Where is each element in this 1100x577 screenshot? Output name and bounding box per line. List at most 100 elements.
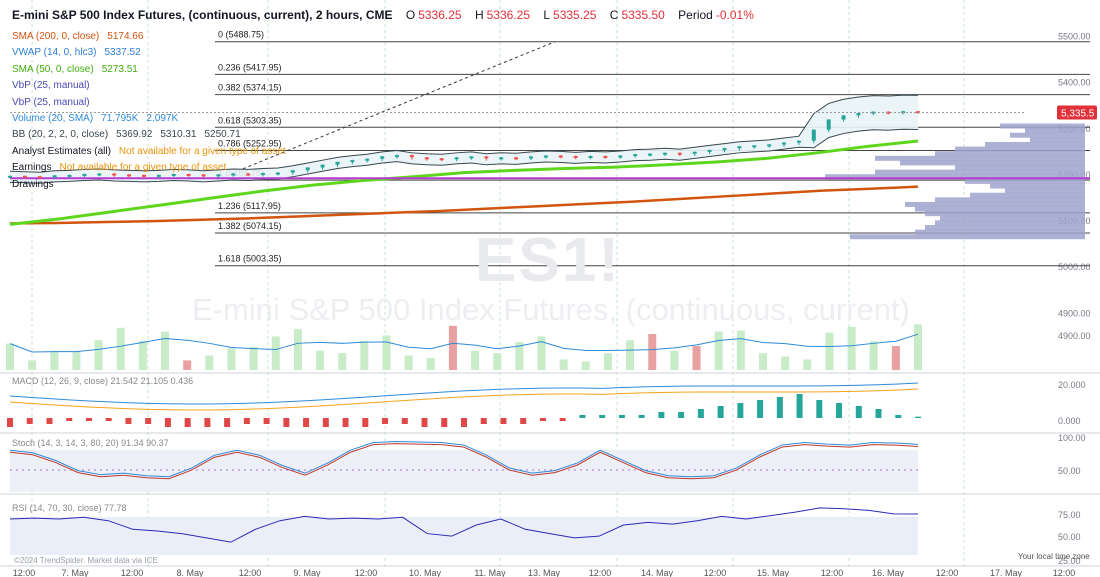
macd-histogram-bar bbox=[224, 418, 231, 427]
price-candle bbox=[365, 158, 370, 161]
x-tick-label: 12:00 bbox=[355, 568, 378, 577]
volume-by-price-bar bbox=[915, 206, 1085, 212]
indicator-legend-row[interactable]: SMA (200, 0, close) 5174.66 bbox=[12, 31, 147, 42]
indicator-value: Not available for a given type of asset bbox=[59, 162, 227, 174]
bollinger-upper-line bbox=[9, 94, 919, 173]
chart-title: E-mini S&P 500 Index Futures, (continuou… bbox=[12, 8, 393, 22]
bollinger-lower-line bbox=[9, 128, 919, 184]
indicator-legend-row[interactable]: Drawings bbox=[12, 179, 58, 190]
local-time-label[interactable]: Your local time zone bbox=[1018, 552, 1090, 561]
volume-bar bbox=[869, 341, 878, 370]
macd-histogram-bar bbox=[85, 418, 92, 421]
volume-bar bbox=[426, 358, 435, 370]
y-tick-label: 5000.00 bbox=[1058, 262, 1091, 272]
macd-histogram-bar bbox=[658, 412, 665, 418]
indicator-name: Volume (20, SMA) bbox=[12, 113, 94, 124]
x-tick-label: 12:00 bbox=[239, 568, 262, 577]
indicator-name: Analyst Estimates (all) bbox=[12, 145, 111, 157]
macd-histogram-bar bbox=[855, 406, 862, 418]
macd-histogram-bar bbox=[66, 418, 73, 421]
price-candle bbox=[395, 155, 400, 158]
indicator-legend-row[interactable]: SMA (50, 0, close) 5273.51 bbox=[12, 64, 142, 75]
stoch-pane-label: Stoch (14, 3, 14, 3, 80, 20) 91.34 90.37 bbox=[12, 438, 169, 448]
macd-histogram-bar bbox=[678, 412, 685, 418]
volume-by-price-bar bbox=[965, 178, 1085, 184]
macd-histogram-bar bbox=[737, 403, 744, 418]
macd-histogram-bar bbox=[7, 418, 13, 427]
volume-bar bbox=[50, 350, 59, 370]
x-tick-label: 12:00 bbox=[13, 568, 36, 577]
fib-level-label: 0.786 (5252.95) bbox=[218, 139, 282, 149]
macd-histogram-bar bbox=[125, 418, 132, 424]
indicator-name: BB (20, 2, 2, 0, close) bbox=[12, 129, 109, 141]
volume-by-price-bar bbox=[1005, 188, 1085, 194]
close-value: 5335.50 bbox=[621, 8, 665, 22]
price-candle bbox=[424, 157, 429, 160]
price-candle bbox=[380, 156, 385, 159]
indicator-legend-row[interactable]: VbP (25, manual) bbox=[12, 97, 94, 108]
trend-line bbox=[214, 41, 556, 181]
macd-pane-label: MACD (12, 26, 9, close) 21.542 21.105 0.… bbox=[12, 376, 193, 386]
price-candle bbox=[692, 151, 697, 154]
volume-bar bbox=[6, 343, 14, 370]
copyright-text: ©2024 TrendSpider. Market data via ICE bbox=[14, 556, 158, 565]
volume-by-price-bar bbox=[970, 192, 1085, 198]
rsi-line bbox=[9, 507, 919, 543]
volume-bar bbox=[448, 325, 457, 370]
indicator-legend-row[interactable]: Volume (20, SMA) 71.795K 2.097K bbox=[12, 113, 182, 124]
indicator-legend-row[interactable]: VWAP (14, 0, hlc3) 5337.52 bbox=[12, 47, 145, 58]
price-candle bbox=[201, 174, 206, 177]
price-candle bbox=[231, 173, 236, 176]
indicator-value: 5174.66 bbox=[107, 31, 144, 42]
price-candle bbox=[543, 155, 548, 158]
indicator-legend-row[interactable]: VbP (25, manual) bbox=[12, 80, 94, 91]
open-value: 5336.25 bbox=[418, 8, 462, 22]
volume-bar bbox=[581, 361, 590, 370]
macd-histogram-bar bbox=[263, 418, 270, 424]
volume-bar bbox=[205, 355, 214, 370]
volume-bar bbox=[736, 330, 745, 370]
macd-histogram-bar bbox=[184, 418, 191, 427]
rsi-pane-label: RSI (14, 70, 30, close) 77.78 bbox=[12, 503, 127, 513]
price-candle bbox=[141, 174, 146, 177]
volume-by-price-bar bbox=[935, 220, 1085, 226]
volume-bar bbox=[781, 356, 790, 370]
price-candle bbox=[127, 174, 132, 177]
macd-histogram-bar bbox=[441, 418, 448, 427]
indicator-legend-row[interactable]: BB (20, 2, 2, 0, close) 5369.92 5310.31 525… bbox=[12, 129, 245, 140]
fib-level-label: 0.618 (5303.35) bbox=[218, 115, 282, 125]
x-tick-label: 15. May bbox=[757, 568, 790, 577]
price-candle bbox=[439, 158, 444, 161]
open-label: O bbox=[405, 8, 416, 22]
volume-bar bbox=[28, 360, 37, 370]
macd-histogram-bar bbox=[875, 409, 882, 418]
x-tick-label: 12:00 bbox=[821, 568, 844, 577]
price-candle bbox=[886, 111, 891, 114]
volume-by-price-bar bbox=[875, 155, 1085, 161]
indicator-legend-row[interactable]: Analyst Estimates (all) Not available for… bbox=[12, 146, 290, 157]
volume-by-price-bar bbox=[940, 215, 1085, 221]
volume-by-price-bar bbox=[825, 174, 1085, 180]
fib-level-label: 0 (5488.75) bbox=[218, 30, 264, 40]
price-candle bbox=[97, 173, 102, 176]
price-candle bbox=[707, 149, 712, 152]
macd-histogram-bar bbox=[243, 418, 250, 424]
indicator-value: Not available for a given type of asset bbox=[118, 145, 286, 157]
indicator-name: Drawings bbox=[12, 178, 54, 190]
price-candle bbox=[633, 154, 638, 157]
y-tick-label: 100.00 bbox=[1058, 433, 1086, 443]
price-candle bbox=[722, 148, 727, 151]
price-candle bbox=[514, 157, 519, 160]
macd-histogram-bar bbox=[362, 418, 369, 427]
y-tick-label: 50.00 bbox=[1058, 466, 1081, 476]
volume-bar bbox=[891, 346, 900, 370]
x-tick-label: 12:00 bbox=[704, 568, 727, 577]
price-candle bbox=[290, 170, 295, 173]
indicator-legend-row[interactable]: Earnings Not available for a given type o… bbox=[12, 162, 230, 173]
volume-bar bbox=[515, 342, 524, 370]
x-tick-label: 9. May bbox=[293, 568, 321, 577]
volume-bar bbox=[670, 350, 679, 370]
indicator-name: VbP (25, manual) bbox=[12, 80, 90, 92]
volume-bar bbox=[471, 350, 480, 370]
